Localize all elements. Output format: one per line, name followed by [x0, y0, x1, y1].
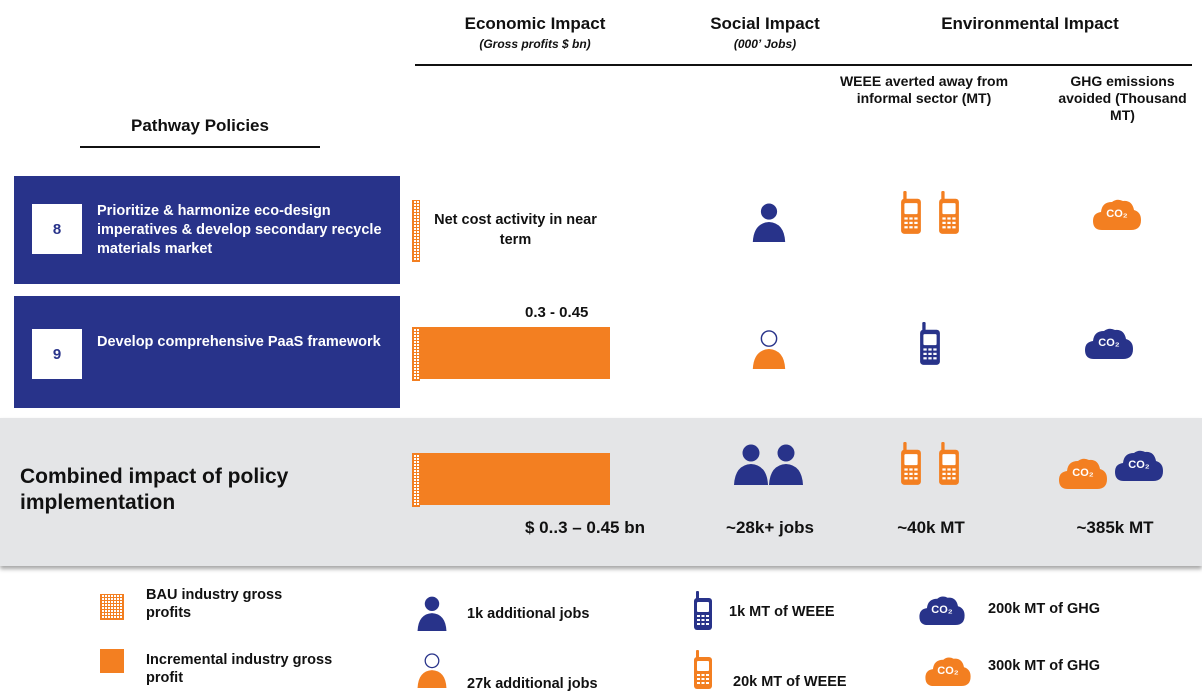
combined-social-value: ~28k+ jobs: [726, 518, 814, 537]
weee-subheader: WEEE averted away from informal sector (…: [839, 73, 1009, 106]
combined-weee-value: ~40k MT: [897, 518, 965, 537]
person-icon-navy: [766, 444, 806, 486]
person-icon-orange: [749, 330, 789, 370]
incremental-bar-policy-9: [419, 327, 610, 379]
policy-number: 8: [32, 204, 82, 254]
net-cost-note: Net cost activity in near term: [434, 212, 597, 248]
header-divider: [415, 64, 1192, 66]
legend-jobs-27k: 27k additional jobs: [467, 676, 598, 692]
incremental-legend-label: Incremental industry gross profit: [146, 652, 333, 686]
policy-row-9: 9 Develop comprehensive PaaS framework: [14, 296, 400, 408]
legend-jobs-1k: 1k additional jobs: [467, 606, 590, 622]
policy-number: 9: [32, 329, 82, 379]
person-icon-navy: [731, 444, 771, 486]
phone-icon-orange: [900, 440, 922, 488]
policy-text: Develop comprehensive PaaS framework: [97, 334, 381, 350]
phone-icon-navy: [919, 320, 941, 368]
pathway-policies-title: Pathway Policies: [131, 116, 269, 135]
bau-bar-policy-8: [412, 200, 420, 262]
policy-9-value-label: 0.3 - 0.45: [525, 304, 589, 321]
legend-weee-1k: 1k MT of WEEE: [729, 604, 835, 620]
combined-ghg-value: ~385k MT: [1076, 518, 1154, 537]
co2-cloud-icon-navy: CO₂: [918, 594, 966, 626]
combined-panel: Combined impact of policy implementation…: [0, 418, 1202, 566]
bau-legend-label: BAU industry gross profits: [146, 587, 283, 621]
co2-cloud-icon-orange: CO₂: [924, 655, 972, 687]
co2-label: CO₂: [1106, 208, 1128, 220]
phone-icon-navy: [693, 590, 713, 632]
co2-cloud-icon-orange: CO₂: [1092, 197, 1142, 231]
pathway-divider: [80, 146, 320, 148]
person-icon-navy: [749, 203, 789, 243]
legend-ghg-200k: 200k MT of GHG: [988, 601, 1100, 617]
co2-label: CO₂: [1128, 459, 1150, 471]
phone-icon-orange: [693, 649, 713, 691]
incremental-legend-swatch: [100, 649, 124, 673]
co2-label: CO₂: [1072, 467, 1094, 479]
environmental-impact-title: Environmental Impact: [941, 14, 1119, 33]
ghg-subheader: GHG emissions avoided (Thousand MT): [1058, 73, 1187, 123]
co2-cloud-icon-navy: CO₂: [1084, 326, 1134, 360]
policy-row-8: 8 Prioritize & harmonize eco-design impe…: [14, 176, 400, 284]
co2-label: CO₂: [1098, 337, 1120, 349]
bau-legend-swatch: [100, 594, 124, 620]
co2-cloud-icon-navy: CO₂: [1114, 448, 1164, 482]
combined-label: Combined impact of policy implementation: [20, 465, 289, 514]
economic-impact-title: Economic Impact: [464, 14, 606, 33]
social-impact-title: Social Impact: [710, 14, 820, 33]
policy-text: Prioritize & harmonize eco-design impera…: [97, 203, 382, 257]
social-impact-subtitle: (000’ Jobs): [733, 37, 797, 51]
co2-label: CO₂: [931, 604, 953, 616]
economic-impact-subtitle: (Gross profits $ bn): [479, 37, 591, 51]
incremental-bar-combined: [419, 453, 610, 505]
co2-label: CO₂: [937, 665, 959, 677]
co2-cloud-icon-orange: CO₂: [1058, 456, 1108, 490]
phone-icon-orange: [900, 189, 922, 237]
phone-icon-orange: [938, 440, 960, 488]
legend-ghg-300k: 300k MT of GHG: [988, 658, 1100, 674]
person-icon-navy: [415, 594, 449, 634]
legend-weee-20k: 20k MT of WEEE: [733, 674, 847, 690]
phone-icon-orange: [938, 189, 960, 237]
combined-economic-value: $ 0..3 – 0.45 bn: [524, 518, 645, 537]
person-icon-orange: [415, 651, 449, 691]
